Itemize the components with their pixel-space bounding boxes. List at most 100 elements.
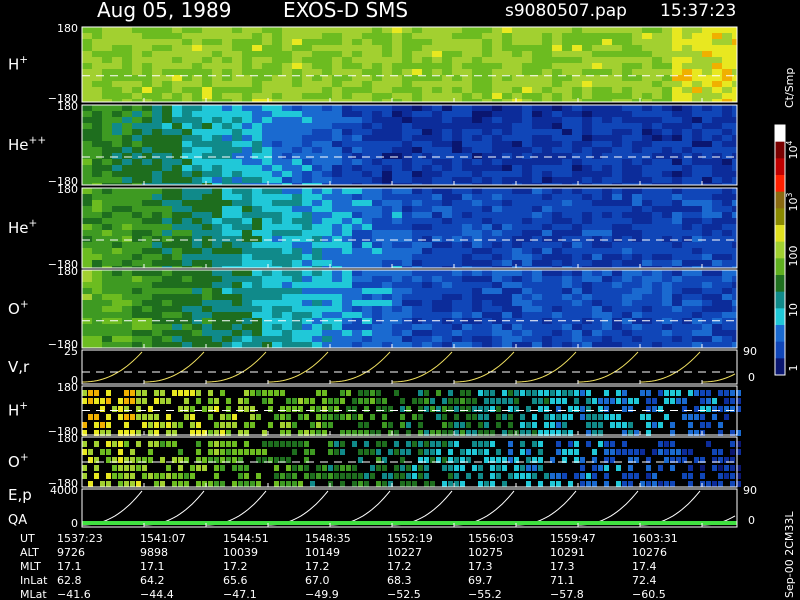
spectrogram-cell bbox=[522, 135, 532, 141]
spectrogram-cell bbox=[432, 188, 442, 194]
spectrogram-cell bbox=[662, 87, 672, 93]
pitch-cell bbox=[334, 449, 339, 455]
spectrogram-cell bbox=[502, 57, 512, 63]
spectrogram-cell bbox=[722, 117, 732, 123]
spectrogram-cell bbox=[682, 248, 692, 254]
spectrogram-cell bbox=[452, 318, 462, 324]
spectrogram-cell bbox=[242, 224, 252, 230]
spectrogram-cell bbox=[162, 282, 172, 288]
spectrogram-cell bbox=[332, 206, 342, 212]
spectrogram-cell bbox=[572, 242, 582, 248]
spectrogram-cell bbox=[432, 147, 442, 153]
panel-label: V,r bbox=[8, 358, 30, 376]
spectrogram-cell bbox=[482, 288, 492, 294]
spectrogram-cell bbox=[732, 230, 737, 236]
spectrogram-cell bbox=[382, 342, 392, 348]
pitch-cell bbox=[160, 398, 165, 404]
spectrogram-cell bbox=[682, 206, 692, 212]
spectrogram-cell bbox=[392, 87, 402, 93]
pitch-cell bbox=[124, 406, 129, 412]
spectrogram-cell bbox=[522, 111, 532, 117]
spectrogram-cell bbox=[172, 218, 182, 224]
spectrogram-cell bbox=[332, 336, 342, 342]
pitch-cell bbox=[280, 422, 285, 428]
spectrogram-cell bbox=[712, 99, 722, 102]
spectrogram-cell bbox=[532, 230, 542, 236]
spectrogram-cell bbox=[712, 224, 722, 230]
spectrogram-cell bbox=[362, 183, 372, 185]
spectrogram-cell bbox=[522, 318, 532, 324]
spectrogram-cell bbox=[282, 288, 292, 294]
spectrogram-cell bbox=[172, 135, 182, 141]
spectrogram-cell bbox=[392, 99, 402, 102]
spectrogram-cell bbox=[512, 254, 522, 260]
spectrogram-cell bbox=[342, 288, 352, 294]
spectrogram-cell bbox=[242, 105, 252, 111]
spectrogram-cell bbox=[442, 212, 452, 218]
spectrogram-cell bbox=[482, 300, 492, 306]
pitch-cell bbox=[316, 465, 321, 471]
pitch-cell bbox=[580, 390, 585, 396]
spectrogram-cell bbox=[732, 324, 737, 330]
pitch-cell bbox=[256, 457, 261, 463]
spectrogram-cell bbox=[712, 111, 722, 117]
spectrogram-cell bbox=[462, 242, 472, 248]
spectrogram-cell bbox=[702, 39, 712, 45]
spectrogram-cell bbox=[562, 177, 572, 183]
spectrogram-cell bbox=[692, 260, 702, 266]
spectrogram-cell bbox=[102, 260, 112, 266]
pitch-cell bbox=[292, 441, 297, 447]
spectrogram-cell bbox=[202, 147, 212, 153]
spectrogram-cell bbox=[252, 57, 262, 63]
spectrogram-cell bbox=[252, 105, 262, 111]
spectrogram-cell bbox=[712, 87, 722, 93]
spectrogram-cell bbox=[332, 69, 342, 75]
spectrogram-cell bbox=[492, 248, 502, 254]
spectrogram-cell bbox=[372, 27, 382, 33]
spectrogram-cell bbox=[402, 218, 412, 224]
spectrogram-cell bbox=[132, 330, 142, 336]
spectrogram-cell bbox=[642, 276, 652, 282]
pitch-cell bbox=[454, 398, 459, 404]
spectrogram-cell bbox=[242, 57, 252, 63]
spectrogram-cell bbox=[612, 81, 622, 87]
spectrogram-cell bbox=[312, 200, 322, 206]
pitch-cell bbox=[304, 465, 309, 471]
spectrogram-cell bbox=[412, 171, 422, 177]
spectrogram-cell bbox=[382, 200, 392, 206]
spectrogram-cell bbox=[682, 39, 692, 45]
spectrogram-cell bbox=[352, 336, 362, 342]
cell: 17.2 bbox=[387, 560, 412, 573]
pitch-cell bbox=[502, 430, 507, 436]
pitch-cell bbox=[592, 473, 597, 479]
spectrogram-cell bbox=[432, 135, 442, 141]
spectrogram-cell bbox=[402, 63, 412, 69]
pitch-cell bbox=[388, 422, 393, 428]
spectrogram-cell bbox=[272, 135, 282, 141]
spectrogram-cell bbox=[712, 147, 722, 153]
colorbar-segment bbox=[775, 275, 785, 293]
spectrogram-cell bbox=[722, 270, 732, 276]
spectrogram-cell bbox=[642, 282, 652, 288]
spectrogram-cell bbox=[612, 105, 622, 111]
spectrogram-cell bbox=[482, 306, 492, 312]
pitch-cell bbox=[322, 414, 327, 420]
pitch-cell bbox=[490, 430, 495, 436]
spectrogram-cell bbox=[452, 111, 462, 117]
spectrogram-cell bbox=[342, 147, 352, 153]
spectrogram-cell bbox=[222, 99, 232, 102]
spectrogram-cell bbox=[342, 39, 352, 45]
spectrogram-cell bbox=[482, 171, 492, 177]
spectrogram-cell bbox=[172, 153, 182, 159]
pitch-cell bbox=[484, 457, 489, 463]
spectrogram-cell bbox=[182, 236, 192, 242]
spectrogram-cell bbox=[662, 200, 672, 206]
spectrogram-cell bbox=[302, 336, 312, 342]
spectrogram-cell bbox=[592, 282, 602, 288]
spectrogram-cell bbox=[522, 224, 532, 230]
pitch-cell bbox=[388, 430, 393, 436]
pitch-cell bbox=[196, 422, 201, 428]
spectrogram-cell bbox=[582, 63, 592, 69]
spectrogram-cell bbox=[162, 183, 172, 185]
spectrogram-cell bbox=[122, 159, 132, 165]
